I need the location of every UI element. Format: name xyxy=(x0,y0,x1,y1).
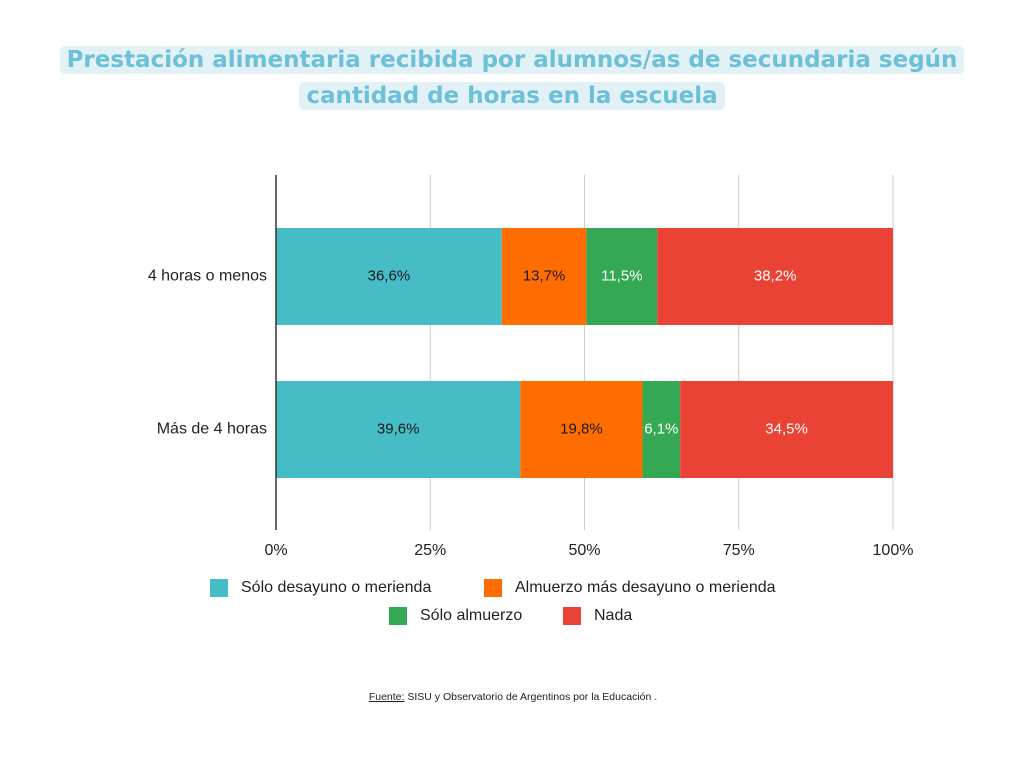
legend-swatch xyxy=(389,607,407,625)
data-label: 34,5% xyxy=(765,420,808,437)
legend-swatch xyxy=(563,607,581,625)
legend-label: Almuerzo más desayuno o merienda xyxy=(515,579,776,596)
chart-title: cantidad de horas en la escuela xyxy=(299,82,725,110)
bar-segment xyxy=(642,381,681,478)
data-label: 39,6% xyxy=(377,420,420,437)
data-label: 11,5% xyxy=(601,267,642,284)
legend-swatch xyxy=(210,579,228,597)
x-tick-label: 100% xyxy=(873,542,914,559)
bar-segment xyxy=(520,381,643,478)
source-label: Fuente: xyxy=(369,691,405,703)
data-label: 6,1% xyxy=(644,420,678,437)
title-block: Prestación alimentaria recibida por alum… xyxy=(0,42,1024,114)
bar-segment xyxy=(680,381,893,478)
data-label: 13,7% xyxy=(523,267,566,284)
bar-segment xyxy=(657,228,893,325)
chart-title: Prestación alimentaria recibida por alum… xyxy=(59,46,965,74)
legend-swatch xyxy=(484,579,502,597)
bar-segment xyxy=(501,228,587,325)
y-tick-label: Más de 4 horas xyxy=(157,421,267,438)
bar-segment xyxy=(276,381,521,478)
x-tick-label: 75% xyxy=(723,542,755,559)
legend-label: Sólo desayuno o merienda xyxy=(241,579,431,596)
x-tick-label: 50% xyxy=(568,542,600,559)
y-tick-label: 4 horas o menos xyxy=(148,268,267,285)
data-label: 19,8% xyxy=(560,420,603,437)
bar-segment xyxy=(586,228,658,325)
x-tick-label: 25% xyxy=(414,542,446,559)
data-label: 38,2% xyxy=(754,267,797,284)
source-text: SISU y Observatorio de Argentinos por la… xyxy=(407,691,657,703)
source: Fuente: SISU y Observatorio de Argentino… xyxy=(369,691,657,703)
bar-segment xyxy=(276,228,502,325)
data-label: 36,6% xyxy=(368,267,411,284)
legend-label: Nada xyxy=(594,607,632,624)
legend-label: Sólo almuerzo xyxy=(420,607,522,624)
x-tick-label: 0% xyxy=(264,542,287,559)
